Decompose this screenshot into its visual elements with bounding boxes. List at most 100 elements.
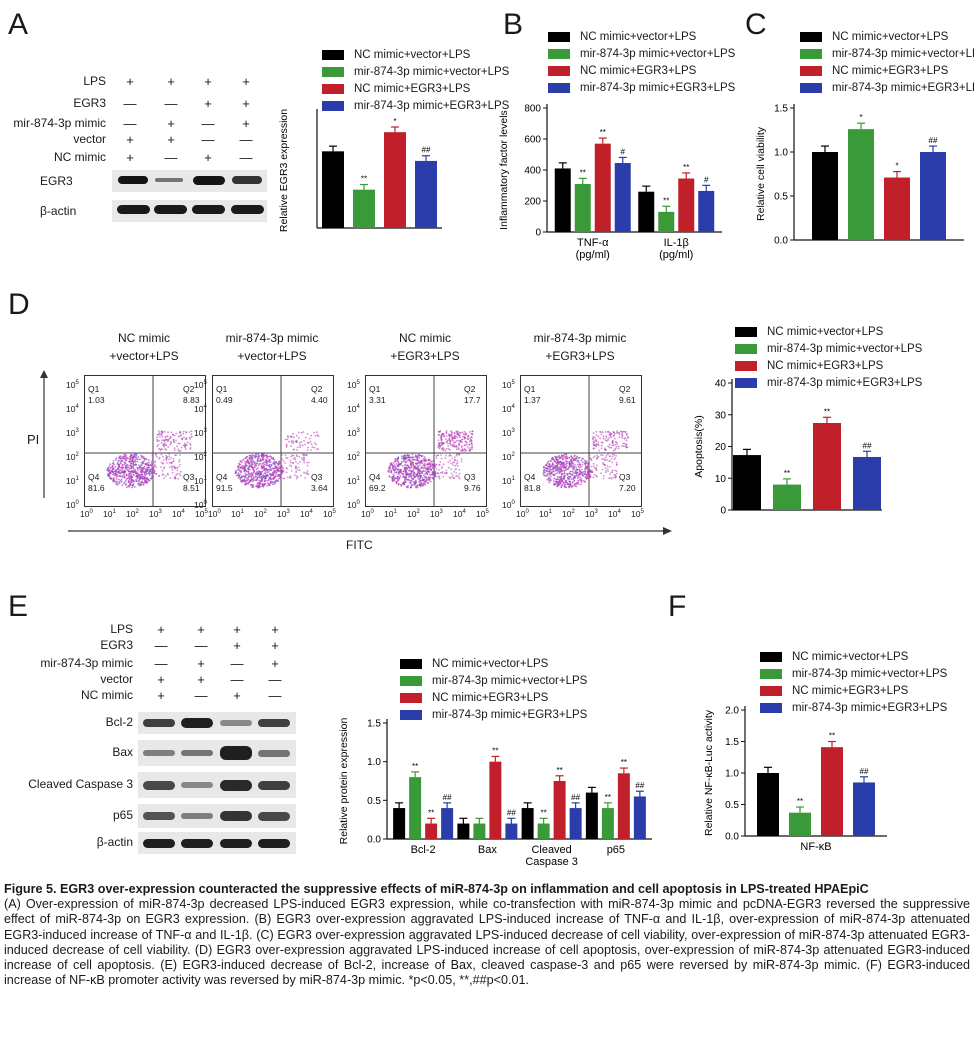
flow-x-tick: 103 bbox=[277, 509, 290, 519]
legend-label: mir-874-3p mimic+vector+LPS bbox=[580, 47, 736, 60]
panel-e-band bbox=[258, 780, 290, 790]
tick-exp: 4 bbox=[356, 404, 360, 411]
legend-item: NC mimic+vector+LPS bbox=[400, 655, 587, 672]
flow-x-tick: 104 bbox=[453, 509, 466, 519]
tick-base: 10 bbox=[194, 452, 204, 462]
y-axis-title: Relative NF-κB-Luc activity bbox=[703, 709, 715, 836]
tick-base: 10 bbox=[66, 476, 76, 486]
legend-label: mir-874-3p mimic+vector+LPS bbox=[432, 674, 588, 687]
significance-mark: ** bbox=[412, 762, 418, 771]
significance-mark: ## bbox=[571, 793, 580, 802]
quadrant-value: 81.6 bbox=[88, 483, 105, 493]
flow-dots bbox=[234, 431, 320, 489]
tick-exp: 4 bbox=[181, 509, 185, 516]
a-treatment-sign: + bbox=[204, 150, 212, 165]
tick-exp: 5 bbox=[640, 509, 644, 516]
quadrant-name: Q1 bbox=[216, 384, 228, 394]
tick-base: 10 bbox=[231, 509, 241, 519]
panel-e-band bbox=[181, 838, 213, 848]
flow-x-tick: 105 bbox=[195, 509, 208, 519]
bar bbox=[425, 823, 438, 839]
flow-y-tick: 104 bbox=[347, 404, 360, 414]
tick-base: 10 bbox=[149, 509, 159, 519]
tick-base: 10 bbox=[347, 404, 357, 414]
flow-plot-title: mir-874-3p mimic +vector+LPS bbox=[197, 329, 347, 365]
flow-plot-title: mir-874-3p mimic +EGR3+LPS bbox=[505, 329, 655, 365]
e-treatment-sign: + bbox=[157, 688, 165, 703]
tick-exp: 2 bbox=[416, 509, 420, 516]
significance-mark: ** bbox=[663, 196, 669, 205]
bar bbox=[638, 191, 655, 232]
legend-label: NC mimic+EGR3+LPS bbox=[832, 64, 949, 77]
y-tick-label: 400 bbox=[524, 166, 541, 177]
tick-exp: 2 bbox=[511, 452, 515, 459]
flow-x-tick: 105 bbox=[476, 509, 489, 519]
legend-swatch bbox=[400, 709, 422, 720]
flow-plot-box: Q1 1.37 Q2 9.61 Q3 7.20 Q4 81.8 bbox=[520, 375, 642, 507]
flow-x-tick: 105 bbox=[631, 509, 644, 519]
panel-e-band bbox=[181, 750, 213, 756]
y-tick-label: 0.5 bbox=[725, 800, 739, 811]
bar bbox=[393, 808, 406, 839]
x-category-label: p65 bbox=[607, 844, 625, 856]
tick-base: 10 bbox=[502, 500, 512, 510]
bar bbox=[505, 823, 518, 839]
legend-item: NC mimic+EGR3+LPS bbox=[760, 682, 947, 699]
quadrant-value: 9.76 bbox=[464, 483, 481, 493]
flow-y-tick: 103 bbox=[502, 428, 515, 438]
flow-title-line2: +vector+LPS bbox=[109, 349, 179, 363]
tick-exp: 4 bbox=[309, 509, 313, 516]
y-tick-label: 1.0 bbox=[367, 757, 381, 768]
e-row-label: vector bbox=[100, 672, 133, 686]
y-tick-label: 0 bbox=[535, 228, 541, 239]
actin-band bbox=[231, 205, 264, 214]
flow-title-line2: +vector+LPS bbox=[237, 349, 307, 363]
significance-mark: ## bbox=[635, 781, 644, 790]
flow-x-tick: 101 bbox=[384, 509, 397, 519]
panel-e-band bbox=[143, 750, 175, 756]
y-axis-title: Relative protein expression bbox=[338, 718, 350, 845]
panel-e-band bbox=[143, 780, 175, 790]
quadrant-name: Q3 bbox=[311, 472, 323, 482]
bar bbox=[457, 823, 470, 839]
pi-axis-label: PI bbox=[27, 432, 40, 447]
e-treatment-sign: — bbox=[230, 672, 244, 687]
significance-mark: ** bbox=[683, 163, 689, 172]
legend-swatch bbox=[800, 82, 822, 93]
y-axis-title: Relative EGR3 expression bbox=[278, 109, 290, 232]
y-axis-title: Apoptosis(%) bbox=[693, 415, 705, 477]
flow-x-tick: 101 bbox=[539, 509, 552, 519]
panel-e-band bbox=[220, 720, 252, 726]
y-tick-label: 20 bbox=[715, 442, 727, 453]
quadrant-name: Q3 bbox=[464, 472, 476, 482]
flow-y-tick: 102 bbox=[194, 452, 207, 462]
legend-item: NC mimic+EGR3+LPS bbox=[322, 80, 509, 97]
caption-title: Figure 5. EGR3 over-expression counterac… bbox=[4, 882, 869, 896]
y-tick-label: 0 bbox=[720, 506, 726, 517]
flow-y-tick: 105 bbox=[502, 380, 515, 390]
tick-base: 10 bbox=[502, 476, 512, 486]
legend-item: NC mimic+EGR3+LPS bbox=[735, 357, 922, 374]
bar bbox=[569, 808, 582, 839]
quadrant-value: 17.7 bbox=[464, 395, 481, 405]
flow-x-tick: 100 bbox=[361, 509, 374, 519]
bar bbox=[594, 143, 611, 232]
legend-swatch bbox=[760, 702, 782, 713]
quadrant-value: 9.61 bbox=[619, 395, 636, 405]
legend-item: mir-874-3p mimic+EGR3+LPS bbox=[322, 97, 509, 114]
legend-swatch bbox=[548, 65, 570, 76]
bar bbox=[848, 129, 874, 240]
tick-base: 10 bbox=[195, 509, 205, 519]
tick-exp: 3 bbox=[356, 428, 360, 435]
bar bbox=[574, 183, 591, 232]
tick-base: 10 bbox=[407, 509, 417, 519]
bar bbox=[813, 423, 841, 510]
bar bbox=[853, 456, 881, 510]
pi-axis-arrow bbox=[40, 370, 48, 498]
legend-item: mir-874-3p mimic+vector+LPS bbox=[735, 340, 922, 357]
a-row-label: EGR3 bbox=[73, 96, 106, 110]
panel-a-blot-actin bbox=[112, 200, 267, 222]
egr3-band bbox=[118, 176, 148, 184]
legend-label: mir-874-3p mimic+vector+LPS bbox=[767, 342, 923, 355]
x-category-label: IL-1β bbox=[664, 237, 689, 249]
